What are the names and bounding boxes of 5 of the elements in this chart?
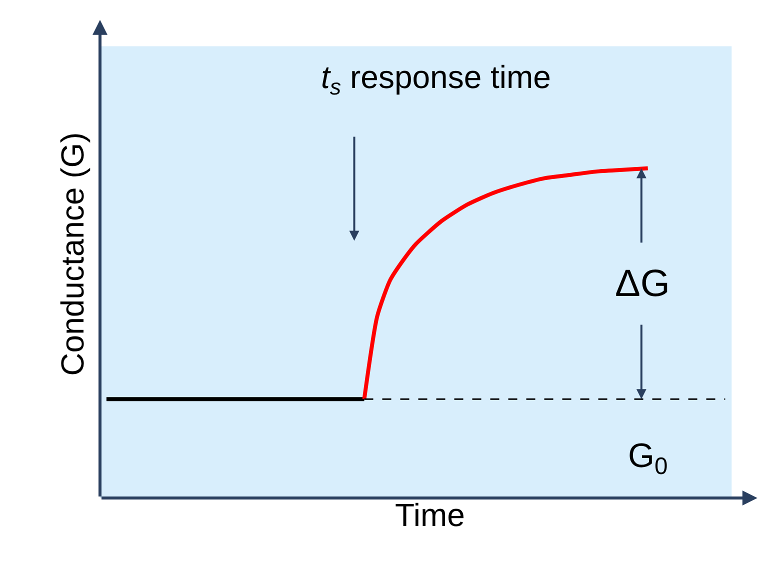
annotation: G$_{0}$ xyxy=(628,437,668,480)
annotation: ΔG xyxy=(615,263,670,305)
x-axis-title: Time xyxy=(395,496,465,533)
y-axis-title: Conductance (G) xyxy=(54,132,90,376)
text: t$_{s}$ response time xyxy=(321,59,551,100)
